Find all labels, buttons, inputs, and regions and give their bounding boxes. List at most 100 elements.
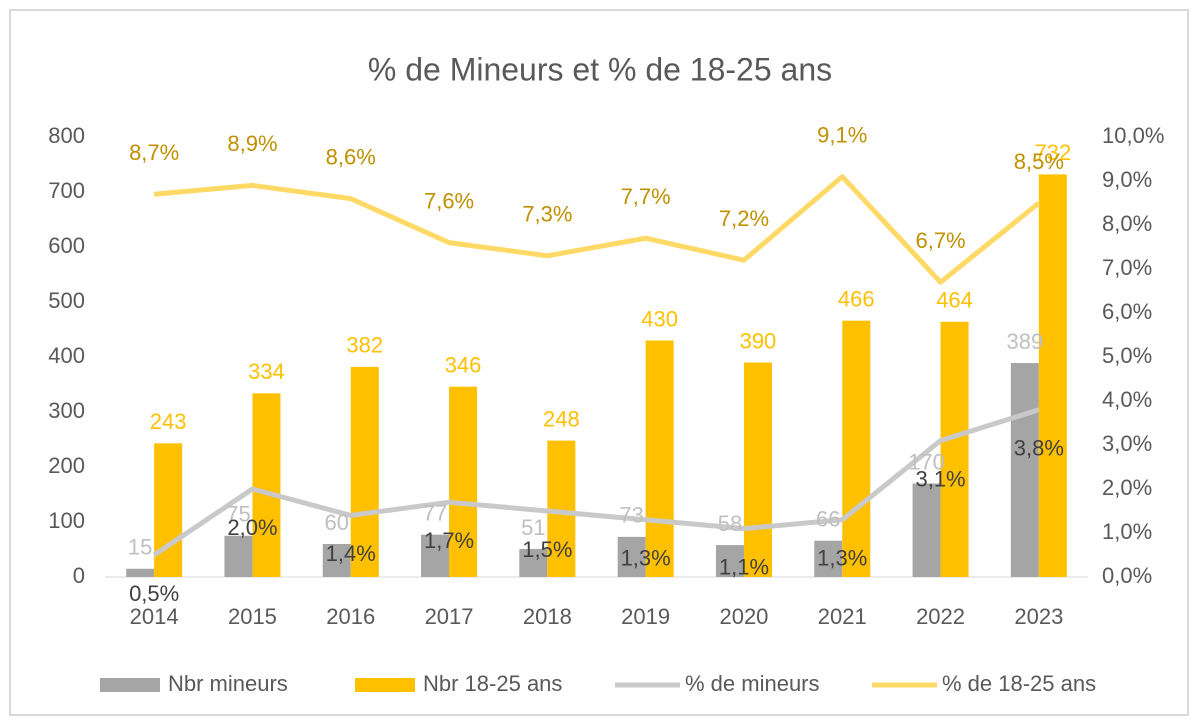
bar bbox=[617, 536, 646, 577]
y-tick-label: 0 bbox=[73, 563, 85, 588]
bar bbox=[421, 534, 450, 577]
line bbox=[153, 174, 1041, 285]
data-label: 346 bbox=[445, 353, 482, 378]
x-tick-label: 2023 bbox=[1014, 604, 1063, 629]
bar bbox=[224, 535, 253, 577]
data-label: 75 bbox=[226, 502, 250, 527]
data-label: 15 bbox=[128, 535, 152, 560]
data-label: 58 bbox=[718, 511, 742, 536]
legend-label: Nbr 18-25 ans bbox=[423, 671, 562, 696]
y-tick-label: 800 bbox=[48, 123, 85, 148]
bar bbox=[912, 483, 941, 577]
bar bbox=[842, 320, 871, 577]
x-tick-label: 2021 bbox=[818, 604, 867, 629]
bar bbox=[154, 443, 183, 577]
data-label: 390 bbox=[740, 328, 777, 353]
data-label: 430 bbox=[641, 306, 678, 331]
data-label: 60 bbox=[325, 510, 349, 535]
data-label: 464 bbox=[936, 288, 973, 313]
data-label: 7,3% bbox=[522, 202, 572, 227]
data-label: 243 bbox=[150, 409, 187, 434]
data-label: 8,7% bbox=[129, 140, 179, 165]
x-tick-label: 2015 bbox=[228, 604, 277, 629]
legend-swatch bbox=[355, 678, 415, 692]
chart-border bbox=[9, 9, 1189, 716]
y2-tick-label: 1,0% bbox=[1102, 519, 1152, 544]
data-label: 248 bbox=[543, 406, 580, 431]
y-tick-label: 300 bbox=[48, 398, 85, 423]
y-tick-label: 200 bbox=[48, 453, 85, 478]
legend-label: % de 18-25 ans bbox=[942, 671, 1096, 696]
y2-tick-label: 7,0% bbox=[1102, 255, 1152, 280]
y2-tick-label: 2,0% bbox=[1102, 475, 1152, 500]
data-label: 7,6% bbox=[424, 188, 474, 213]
data-label: 73 bbox=[619, 503, 643, 528]
bar bbox=[350, 366, 379, 577]
bar bbox=[645, 340, 674, 577]
data-label: 8,5% bbox=[1014, 149, 1064, 174]
data-label: 1,1% bbox=[719, 554, 769, 579]
data-label: 66 bbox=[816, 507, 840, 532]
x-tick-label: 2020 bbox=[719, 604, 768, 629]
data-label: 9,1% bbox=[817, 122, 867, 147]
data-label: 3,1% bbox=[915, 466, 965, 491]
data-label: 1,3% bbox=[621, 546, 671, 571]
data-label: 0,5% bbox=[129, 581, 179, 606]
bar bbox=[715, 545, 744, 577]
y2-tick-label: 8,0% bbox=[1102, 211, 1152, 236]
data-label: 1,4% bbox=[326, 541, 376, 566]
data-label: 51 bbox=[521, 515, 545, 540]
legend-swatch bbox=[100, 678, 160, 692]
y2-tick-label: 3,0% bbox=[1102, 431, 1152, 456]
y2-tick-label: 9,0% bbox=[1102, 167, 1152, 192]
data-label: 466 bbox=[838, 287, 875, 312]
data-label: 3,8% bbox=[1014, 436, 1064, 461]
x-tick-label: 2016 bbox=[326, 604, 375, 629]
legend-label: % de mineurs bbox=[685, 671, 820, 696]
y2-tick-label: 4,0% bbox=[1102, 387, 1152, 412]
data-label: 389 bbox=[1006, 329, 1043, 354]
data-label: 8,6% bbox=[326, 144, 376, 169]
y-tick-label: 700 bbox=[48, 178, 85, 203]
y2-tick-label: 0,0% bbox=[1102, 563, 1152, 588]
bar bbox=[126, 568, 155, 577]
data-label: 2,0% bbox=[227, 515, 277, 540]
x-tick-label: 2014 bbox=[130, 604, 179, 629]
data-label: 334 bbox=[248, 359, 285, 384]
line bbox=[152, 407, 1040, 558]
bar bbox=[547, 440, 576, 577]
data-label: 6,7% bbox=[915, 228, 965, 253]
y-tick-label: 500 bbox=[48, 288, 85, 313]
y-tick-label: 400 bbox=[48, 343, 85, 368]
bar bbox=[814, 540, 843, 577]
legend-label: Nbr mineurs bbox=[168, 671, 288, 696]
bar bbox=[322, 544, 351, 577]
data-label: 1,5% bbox=[522, 537, 572, 562]
data-label: 1,7% bbox=[424, 528, 474, 553]
data-label: 8,9% bbox=[227, 131, 277, 156]
y2-tick-label: 6,0% bbox=[1102, 299, 1152, 324]
bar bbox=[252, 393, 281, 577]
bar bbox=[743, 362, 772, 577]
data-label: 77 bbox=[423, 500, 447, 525]
y2-tick-label: 10,0% bbox=[1102, 123, 1164, 148]
x-tick-label: 2022 bbox=[916, 604, 965, 629]
bar bbox=[519, 548, 548, 577]
y-tick-label: 100 bbox=[48, 508, 85, 533]
chart-title: % de Mineurs et % de 18-25 ans bbox=[368, 51, 832, 87]
data-label: 382 bbox=[346, 333, 383, 358]
data-label: 7,2% bbox=[719, 206, 769, 231]
bar bbox=[940, 321, 969, 577]
bar bbox=[449, 386, 478, 577]
bar bbox=[1038, 174, 1067, 577]
data-label: 170 bbox=[908, 449, 945, 474]
bar bbox=[1010, 363, 1039, 577]
x-tick-label: 2018 bbox=[523, 604, 572, 629]
y2-tick-label: 5,0% bbox=[1102, 343, 1152, 368]
data-label: 732 bbox=[1034, 140, 1071, 165]
data-label: 1,3% bbox=[817, 546, 867, 571]
x-tick-label: 2017 bbox=[425, 604, 474, 629]
y-tick-label: 600 bbox=[48, 233, 85, 258]
